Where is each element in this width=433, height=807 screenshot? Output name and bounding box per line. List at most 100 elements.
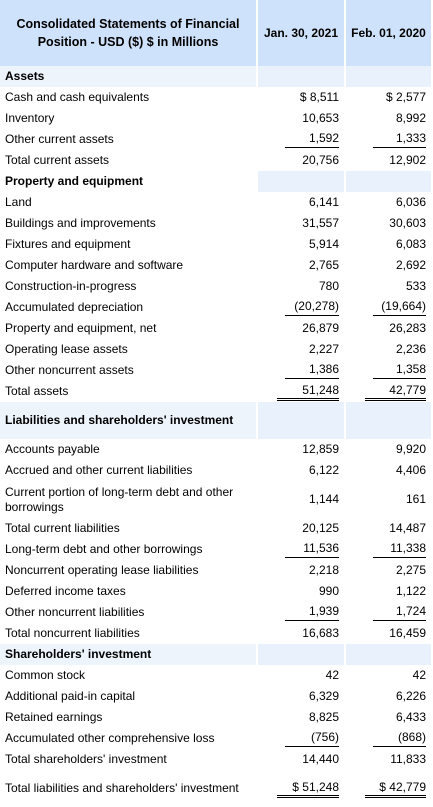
value-feb-2020: 6,433 bbox=[346, 707, 433, 728]
cell-value: 2,765 bbox=[308, 258, 339, 272]
value-jan-2021: 1,144 bbox=[258, 481, 346, 518]
value-feb-2020: 8,992 bbox=[346, 108, 433, 129]
cell-value: 8,825 bbox=[308, 710, 339, 724]
cell-value: 6,036 bbox=[395, 195, 426, 209]
row-label: Buildings and improvements bbox=[0, 213, 258, 234]
value-jan-2021: 6,122 bbox=[258, 460, 346, 481]
value-jan-2021: 2,765 bbox=[258, 255, 346, 276]
value-jan-2021 bbox=[258, 171, 346, 192]
value-feb-2020 bbox=[346, 171, 433, 192]
value-jan-2021: 51,248 bbox=[258, 381, 346, 402]
table-row: Computer hardware and software 2,765 2,692 bbox=[0, 255, 433, 276]
value-feb-2020: 42,779 bbox=[346, 381, 433, 402]
value-jan-2021: 16,683 bbox=[258, 623, 346, 644]
section-header-row: Assets bbox=[0, 66, 433, 87]
row-label: Fixtures and equipment bbox=[0, 234, 258, 255]
value-feb-2020: $ 2,577 bbox=[346, 87, 433, 108]
table-row: Retained earnings 8,825 6,433 bbox=[0, 707, 433, 728]
cell-value: 12,902 bbox=[389, 153, 426, 167]
value-jan-2021: 6,141 bbox=[258, 192, 346, 213]
value-feb-2020: 6,083 bbox=[346, 234, 433, 255]
value-jan-2021: 5,914 bbox=[258, 234, 346, 255]
value-feb-2020: 14,487 bbox=[346, 518, 433, 539]
value-jan-2021 bbox=[258, 644, 346, 665]
cell-value: 26,283 bbox=[389, 321, 426, 335]
table-row: Inventory 10,653 8,992 bbox=[0, 108, 433, 129]
table-row: Buildings and improvements 31,557 30,603 bbox=[0, 213, 433, 234]
table-row: Other noncurrent liabilities 1,939 1,724 bbox=[0, 602, 433, 623]
cell-value: $ 8,511 bbox=[299, 90, 339, 104]
section-header-row: Property and equipment bbox=[0, 171, 433, 192]
table-row: Deferred income taxes 990 1,122 bbox=[0, 581, 433, 602]
cell-value: 6,083 bbox=[395, 237, 426, 251]
row-label: Inventory bbox=[0, 108, 258, 129]
table-row: Accumulated other comprehensive loss (756… bbox=[0, 728, 433, 749]
cell-value: (756) bbox=[285, 730, 339, 747]
table-row: Land 6,141 6,036 bbox=[0, 192, 433, 213]
cell-value: 2,275 bbox=[395, 563, 426, 577]
cell-value: 14,487 bbox=[389, 521, 426, 535]
row-label: Total liabilities and shareholders' inve… bbox=[0, 770, 258, 807]
section-label: Assets bbox=[0, 66, 258, 87]
value-feb-2020 bbox=[346, 66, 433, 87]
table-row: Cash and cash equivalents $ 8,511 $ 2,577 bbox=[0, 87, 433, 108]
value-jan-2021 bbox=[258, 402, 346, 439]
value-feb-2020: 1,122 bbox=[346, 581, 433, 602]
cell-value: 10,653 bbox=[302, 111, 339, 125]
value-jan-2021: 1,592 bbox=[258, 129, 346, 150]
value-jan-2021: $ 51,248 bbox=[258, 770, 346, 807]
value-feb-2020: 1,333 bbox=[346, 129, 433, 150]
row-label: Noncurrent operating lease liabilities bbox=[0, 560, 258, 581]
table-row: Total liabilities and shareholders' inve… bbox=[0, 770, 433, 807]
cell-value: 42,779 bbox=[365, 383, 426, 401]
value-feb-2020: 12,902 bbox=[346, 150, 433, 171]
cell-value: 4,406 bbox=[395, 463, 426, 477]
cell-value: 1,122 bbox=[395, 584, 426, 598]
value-feb-2020: 11,833 bbox=[346, 749, 433, 770]
value-feb-2020: 42 bbox=[346, 665, 433, 686]
table-row: Accrued and other current liabilities 6,1… bbox=[0, 460, 433, 481]
value-feb-2020: 11,338 bbox=[346, 539, 433, 560]
cell-value: 2,218 bbox=[308, 563, 339, 577]
row-label: Accumulated other comprehensive loss bbox=[0, 728, 258, 749]
row-label: Total noncurrent liabilities bbox=[0, 623, 258, 644]
cell-value: (20,278) bbox=[285, 299, 339, 316]
value-feb-2020: 2,275 bbox=[346, 560, 433, 581]
value-jan-2021: 12,859 bbox=[258, 439, 346, 460]
value-feb-2020: 533 bbox=[346, 276, 433, 297]
cell-value: 31,557 bbox=[302, 216, 339, 230]
value-jan-2021: 11,536 bbox=[258, 539, 346, 560]
cell-value: 6,141 bbox=[308, 195, 339, 209]
column-header-feb-2020: Feb. 01, 2020 bbox=[346, 0, 433, 66]
table-row: Total noncurrent liabilities 16,683 16,459 bbox=[0, 623, 433, 644]
cell-value: 990 bbox=[318, 584, 339, 598]
cell-value: 780 bbox=[318, 279, 339, 293]
row-label: Common stock bbox=[0, 665, 258, 686]
header-row: Consolidated Statements of Financial Pos… bbox=[0, 0, 433, 66]
value-jan-2021: (756) bbox=[258, 728, 346, 749]
cell-value: 2,692 bbox=[395, 258, 426, 272]
cell-value: 8,992 bbox=[395, 111, 426, 125]
value-feb-2020: $ 42,779 bbox=[346, 770, 433, 807]
cell-value: (19,664) bbox=[373, 299, 426, 316]
value-feb-2020: 30,603 bbox=[346, 213, 433, 234]
value-jan-2021: 42 bbox=[258, 665, 346, 686]
table-row: Fixtures and equipment 5,914 6,083 bbox=[0, 234, 433, 255]
cell-value: 2,227 bbox=[308, 342, 339, 356]
row-label: Current portion of long-term debt and ot… bbox=[0, 481, 258, 518]
value-jan-2021: 990 bbox=[258, 581, 346, 602]
cell-value: 2,236 bbox=[395, 342, 426, 356]
cell-value: 20,756 bbox=[302, 153, 339, 167]
cell-value: $ 42,779 bbox=[365, 780, 426, 798]
cell-value: 1,333 bbox=[373, 131, 426, 148]
table-row: Additional paid-in capital 6,329 6,226 bbox=[0, 686, 433, 707]
table-row: Other current assets 1,592 1,333 bbox=[0, 129, 433, 150]
value-feb-2020: 2,692 bbox=[346, 255, 433, 276]
column-header-jan-2021: Jan. 30, 2021 bbox=[258, 0, 346, 66]
value-jan-2021: 20,125 bbox=[258, 518, 346, 539]
cell-value: 11,833 bbox=[390, 752, 426, 766]
section-label: Shareholders' investment bbox=[0, 644, 258, 665]
value-jan-2021: 8,825 bbox=[258, 707, 346, 728]
value-jan-2021: 1,386 bbox=[258, 360, 346, 381]
value-feb-2020: 161 bbox=[346, 481, 433, 518]
